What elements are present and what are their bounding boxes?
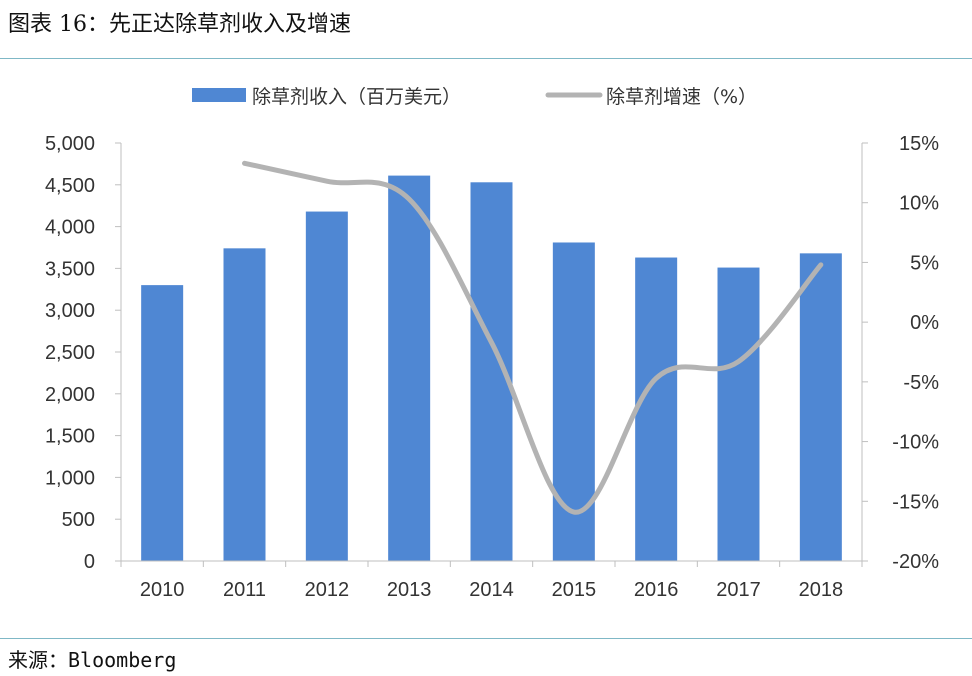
bar-2012 — [305, 211, 348, 561]
y-right-tick-label: -5% — [903, 372, 939, 394]
y-left-tick-label: 3,000 — [45, 300, 95, 322]
y-right-tick-label: 5% — [910, 252, 939, 274]
x-tick-label: 2015 — [552, 579, 597, 601]
growth-line — [242, 160, 824, 515]
legend-label-revenue: 除草剂收入（百万美元） — [252, 86, 461, 108]
bar-2016 — [635, 257, 678, 561]
y-right-tick-label: -15% — [892, 491, 939, 513]
bar-2018 — [799, 253, 842, 562]
title-divider — [0, 58, 972, 59]
x-tick-label: 2010 — [140, 579, 185, 601]
y-left-tick-label: 1,500 — [45, 426, 95, 448]
bar-2017 — [717, 267, 760, 561]
y-left-tick-label: 500 — [62, 509, 95, 531]
x-tick-label: 2011 — [223, 579, 266, 601]
y-left-tick-label: 2,500 — [45, 342, 95, 364]
bar-2010 — [141, 285, 184, 561]
legend-swatch-revenue — [192, 88, 246, 102]
bar-2011 — [223, 248, 266, 561]
y-right-tick-label: 0% — [910, 312, 939, 334]
y-right-tick-label: 10% — [899, 193, 939, 215]
page-title: 图表 16：先正达除草剂收入及增速 — [8, 12, 351, 37]
y-right-tick-label: -10% — [892, 432, 939, 454]
bar-2013 — [388, 175, 431, 561]
x-tick-label: 2018 — [799, 579, 844, 601]
x-tick-label: 2016 — [634, 579, 679, 601]
y-left-tick-label: 3,500 — [45, 258, 95, 280]
x-tick-label: 2017 — [716, 579, 761, 601]
legend: 除草剂收入（百万美元） 除草剂增速（%） — [192, 86, 757, 108]
x-tick-label: 2013 — [387, 579, 432, 601]
bars — [141, 175, 842, 562]
y-right-tick-label: -20% — [892, 551, 939, 573]
growth-line-path — [242, 160, 824, 515]
x-tick-label: 2014 — [469, 579, 514, 601]
axes: 5,000 4,500 4,000 3,500 3,000 2,500 2,000 1,500… — [45, 133, 939, 601]
y-left-tick-label: 5,000 — [45, 133, 95, 155]
y-left-tick-label: 4,500 — [45, 175, 95, 197]
y-left-tick-label: 1,000 — [45, 467, 95, 489]
y-right-tick-label: 15% — [899, 133, 939, 155]
y-left-tick-label: 4,000 — [45, 217, 95, 239]
y-left-tick-label: 2,000 — [45, 384, 95, 406]
legend-label-growth: 除草剂增速（%） — [606, 86, 757, 108]
x-tick-label: 2012 — [305, 579, 350, 601]
source-divider — [0, 638, 972, 639]
y-left-tick-label: 0 — [84, 551, 95, 573]
source-note: 来源：Bloomberg — [8, 648, 177, 672]
